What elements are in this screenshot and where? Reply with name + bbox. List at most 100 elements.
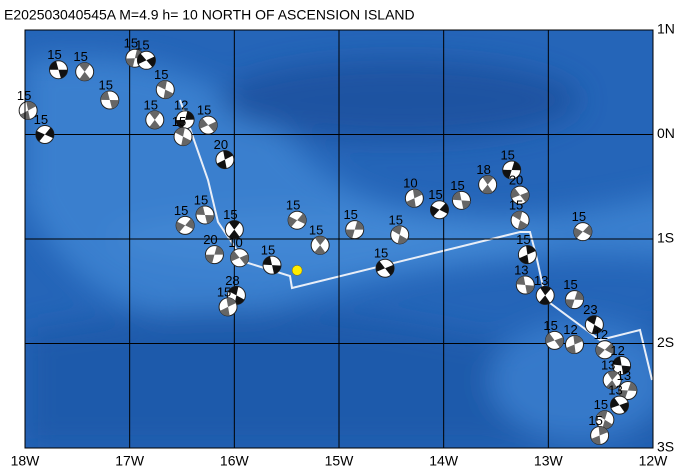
beachball-compression [219,297,237,316]
beachball-compression [228,220,240,239]
focal-mechanism [584,315,604,335]
beachball-compression [586,315,603,334]
depth-label: 15 [286,198,300,213]
depth-label: 15 [217,284,231,299]
focal-mechanism [35,125,55,144]
depth-label: 15 [343,207,357,222]
beachball-compression [545,333,564,348]
y-tick-label: 0N [657,125,675,141]
depth-label: 10 [228,235,242,250]
beachball-compression [618,382,637,400]
x-tick-label: 16W [220,453,250,469]
x-tick-label: 18W [11,453,41,469]
focal-mechanism [595,410,615,430]
beachball-compression [176,111,195,129]
x-tick-label: 14W [429,453,459,469]
y-tick-label: 2S [657,334,674,350]
x-tick-label: 17W [115,453,145,469]
beachball-compression [376,261,395,276]
focal-mechanism [173,127,193,147]
focal-mechanism [18,100,38,120]
x-tick-label: 12W [639,453,669,469]
beachball-compression [502,161,521,179]
beachball-compression [512,211,528,230]
map-title: E202503040545A M=4.9 h= 10 NORTH OF ASCE… [4,7,415,23]
beachball-compression [430,203,449,217]
focal-mechanism [595,340,615,360]
focal-mechanism [517,245,537,265]
focal-mechanism [429,200,449,220]
beachball-compression [565,291,584,309]
beachball-compression [314,236,326,255]
depth-label: 15 [450,178,464,193]
beachball-compression [263,256,282,274]
focal-mechanism [590,425,610,445]
map-frame [24,29,654,449]
depth-label: 10 [403,176,417,191]
beachball-compression [157,80,174,99]
depth-label: 15 [572,209,586,224]
depth-label: 15 [135,38,149,53]
depth-label: 15 [99,77,113,92]
beachball-compression [288,213,307,227]
x-tick-label: 15W [325,453,355,469]
depth-label: 15 [34,112,48,127]
depth-label: 15 [223,207,237,222]
beachball-compression [595,343,614,357]
depth-label: 12 [594,327,608,342]
depth-label: 15 [516,232,530,247]
beachball-compression [196,206,215,224]
beachball-compression [100,91,119,109]
beachball-compression [125,49,144,67]
focal-mechanism [215,150,235,170]
focal-mechanism [100,90,120,110]
beachball-compression [519,245,536,264]
beachball-compression [175,127,192,146]
focal-mechanism [451,190,471,210]
depth-label: 23 [583,302,597,317]
beachball-compression [49,61,68,79]
y-tick-label: 1S [657,230,674,246]
beachball-compression [137,53,156,68]
focal-mechanism [565,335,584,355]
depth-label: 28 [225,273,239,288]
focal-mechanism [618,381,638,401]
depth-label: 15 [309,223,323,238]
depth-label: 13 [601,358,615,373]
focal-mechanism [478,175,498,195]
focal-mechanism [545,330,565,350]
depth-label: 13 [534,273,548,288]
beachball-compression [516,276,535,294]
focal-mechanism [75,62,95,82]
depth-label: 15 [197,103,211,118]
focal-mechanism [404,188,424,208]
depth-label: 20 [214,137,228,152]
plate-boundary [179,99,653,381]
beachball-compression [406,189,423,208]
beachball-compression [176,218,195,233]
focal-mechanism [218,297,238,317]
beachball-compression [228,286,245,305]
depth-label: 15 [500,147,514,162]
beachball-compression [35,127,54,142]
epicenter [291,265,303,276]
focal-mechanism [175,215,195,235]
beachball-compression [573,225,592,239]
beachball-compression [345,220,364,239]
depth-label: 15 [47,47,61,62]
depth-label: 15 [172,114,186,129]
focal-mechanism [610,395,630,415]
beachball-compression [566,335,583,354]
focal-mechanism [573,222,593,242]
depth-label: 12 [174,97,188,112]
depth-label: 15 [428,187,442,202]
beachball-compression [452,191,471,210]
focal-mechanism [262,255,282,275]
beachball-compression [612,356,631,375]
beachball-compression [230,250,249,265]
focal-mechanism [502,160,522,180]
focal-mechanism [230,248,250,268]
beachball-compression [511,187,530,203]
depth-label: 15 [588,413,602,428]
